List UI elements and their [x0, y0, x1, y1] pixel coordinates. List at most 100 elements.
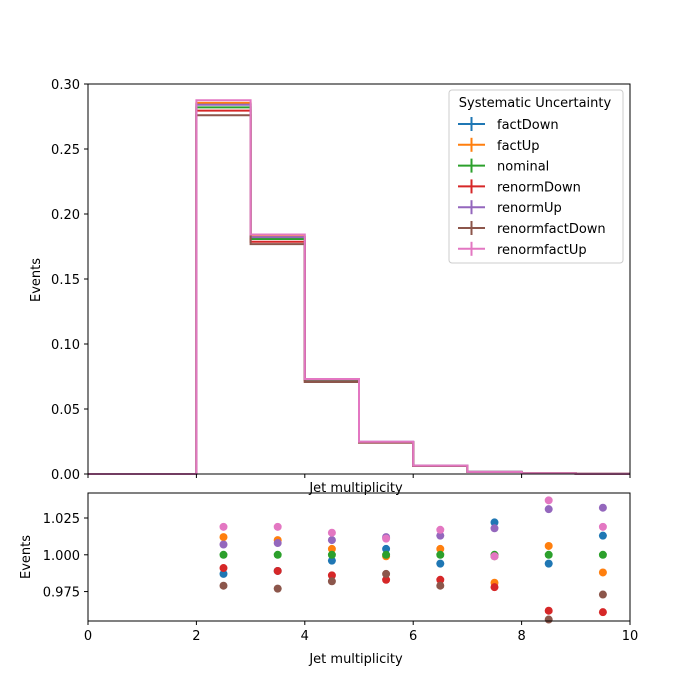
legend-items: factDown factUp nominal renormDown renormUp r…: [458, 117, 606, 258]
ratio-point: [598, 503, 607, 512]
ratio-series-nominal: [219, 550, 607, 559]
ratio-point: [219, 581, 228, 590]
ratio-point: [598, 531, 607, 540]
ratio-point: [544, 606, 553, 615]
ratio-point: [219, 540, 228, 549]
ratio-point: [490, 583, 499, 592]
bottom-x-tick-label: 8: [517, 629, 525, 644]
ratio-point: [273, 584, 282, 593]
ratio-point: [490, 524, 499, 533]
ratio-point: [327, 577, 336, 586]
legend-item-factUp: factUp: [458, 137, 540, 154]
top-panel: 0.00 0.05 0.10 0.15 0.20 0.25 0.30 Events Jet …: [29, 78, 631, 496]
bottom-y-tick-label: 1.000: [43, 549, 80, 564]
legend-label: nominal: [497, 160, 549, 175]
legend: Systematic Uncertainty factDown factUp nom…: [448, 89, 624, 264]
top-histogram-series: [88, 99, 630, 475]
ratio-point: [273, 539, 282, 548]
top-y-tick-label: 0.30: [51, 78, 80, 93]
top-x-ticks: [87, 474, 631, 478]
ratio-point: [382, 534, 391, 543]
bottom-x-tick-label: 0: [84, 629, 92, 644]
ratio-point: [327, 536, 336, 545]
top-y-tick-label: 0.10: [51, 338, 80, 353]
ratio-point: [436, 525, 445, 534]
bottom-x-axis-label: Jet multiplicity: [308, 652, 403, 667]
ratio-point: [327, 571, 336, 580]
legend-item-renormUp: renormUp: [458, 200, 562, 216]
ratio-point: [382, 569, 391, 578]
ratio-point: [490, 552, 499, 561]
ratio-point: [219, 533, 228, 542]
ratio-point: [327, 528, 336, 537]
legend-label: renormDown: [497, 180, 581, 195]
legend-label: factDown: [497, 118, 559, 133]
legend-label: renormfactUp: [497, 243, 587, 258]
ratio-series-renormDown: [219, 564, 607, 617]
bottom-y-tick-label: 1.025: [43, 512, 80, 527]
ratio-point: [436, 531, 445, 540]
ratio-point: [436, 550, 445, 559]
ratio-point: [598, 590, 607, 599]
ratio-point: [544, 550, 553, 559]
legend-frame: [448, 89, 624, 264]
legend-item-renormfactUp: renormfactUp: [458, 241, 587, 258]
histogram-line-renormfactUp: [88, 99, 630, 475]
ratio-point: [544, 496, 553, 505]
legend-item-nominal: nominal: [458, 158, 549, 175]
bottom-panel: 0.975 1.000 1.025 0 2 4 6 8 10 Events Jet multi…: [19, 492, 638, 667]
ratio-point: [273, 550, 282, 559]
top-y-tick-label: 0.05: [51, 403, 80, 418]
legend-label: renormfactDown: [497, 222, 606, 237]
ratio-point: [382, 544, 391, 553]
legend-label: renormUp: [497, 201, 562, 216]
ratio-point: [327, 556, 336, 565]
bottom-x-ticks: 0 2 4 6 8 10: [84, 621, 638, 644]
bottom-x-tick-label: 10: [622, 629, 639, 644]
bottom-plot-frame: [87, 492, 631, 622]
ratio-point: [436, 544, 445, 553]
bottom-y-axis-label: Events: [19, 535, 34, 579]
bottom-x-tick-label: 6: [409, 629, 417, 644]
ratio-point: [544, 541, 553, 550]
legend-item-factDown: factDown: [458, 117, 559, 133]
top-y-tick-label: 0.15: [51, 273, 80, 288]
ratio-point: [382, 550, 391, 559]
top-y-axis-label: Events: [29, 258, 44, 302]
ratio-point: [436, 581, 445, 590]
ratio-point: [490, 518, 499, 527]
ratio-series-renormfactUp: [219, 496, 607, 561]
top-x-axis-label: Jet multiplicity: [308, 481, 403, 496]
ratio-point: [544, 505, 553, 514]
top-y-tick-label: 0.20: [51, 208, 80, 223]
ratio-point: [327, 550, 336, 559]
ratio-point: [436, 575, 445, 584]
ratio-point: [598, 608, 607, 617]
ratio-point: [273, 566, 282, 575]
ratio-point: [219, 550, 228, 559]
bottom-y-tick-label: 0.975: [43, 586, 80, 601]
top-y-tick-label: 0.25: [51, 143, 80, 158]
ratio-point: [219, 522, 228, 531]
legend-title: Systematic Uncertainty: [459, 96, 612, 111]
bottom-x-tick-label: 4: [301, 629, 309, 644]
ratio-point: [598, 550, 607, 559]
ratio-point: [382, 575, 391, 584]
top-y-tick-label: 0.00: [51, 468, 80, 483]
ratio-point: [219, 569, 228, 578]
bottom-y-ticks: 0.975 1.000 1.025: [43, 512, 88, 601]
ratio-point: [598, 522, 607, 531]
legend-item-renormfactDown: renormfactDown: [458, 221, 606, 237]
ratio-point: [598, 568, 607, 577]
ratio-point: [544, 559, 553, 568]
bottom-ratio-series: [219, 496, 607, 624]
ratio-point: [544, 615, 553, 624]
ratio-point: [219, 564, 228, 573]
top-y-ticks: 0.00 0.05 0.10 0.15 0.20 0.25 0.30: [51, 78, 88, 483]
legend-label: factUp: [497, 139, 540, 154]
ratio-point: [436, 559, 445, 568]
bottom-x-tick-label: 2: [192, 629, 200, 644]
ratio-point: [273, 522, 282, 531]
legend-item-renormDown: renormDown: [458, 179, 581, 195]
